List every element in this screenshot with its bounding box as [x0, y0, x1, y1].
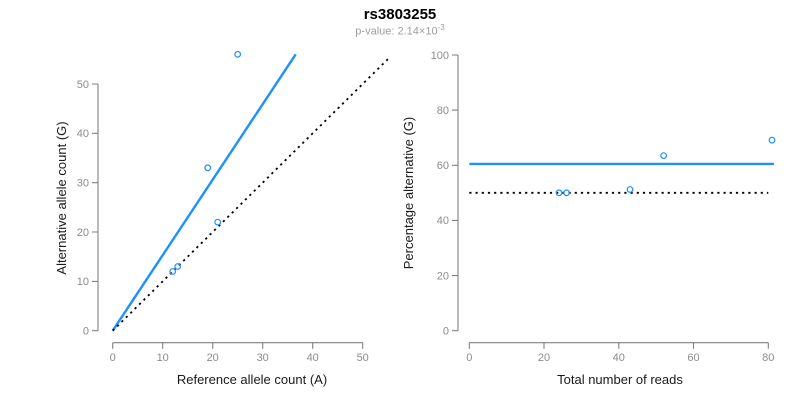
x-tick-label: 20 — [538, 352, 550, 364]
x-tick-label: 20 — [207, 352, 219, 364]
data-point — [174, 263, 182, 270]
data-point — [626, 186, 634, 193]
y-tick-label: 80 — [437, 105, 449, 117]
identity-line — [112, 57, 390, 332]
y-tick-label: 0 — [83, 326, 89, 338]
x-axis — [112, 342, 364, 349]
y-axis — [452, 54, 459, 332]
y-tick-label: 30 — [77, 178, 89, 190]
x-tick-label: 40 — [307, 352, 319, 364]
x-axis-label: Reference allele count (A) — [177, 372, 327, 387]
x-tick-label: 50 — [357, 352, 369, 364]
allele-counts-panel: 0 10 20 30 40 50 0 10 20 30 40 50 Reference allele c… — [54, 50, 390, 387]
x-tick-label: 30 — [257, 352, 269, 364]
y-tick-label: 0 — [443, 326, 449, 338]
y-tick-label: 100 — [431, 50, 449, 62]
x-tick-label: 40 — [613, 352, 625, 364]
data-point — [555, 189, 563, 197]
percentage-vs-reads-panel: 0 20 40 60 80 100 0 20 40 60 80 Total number of rea… — [401, 50, 776, 387]
data-point — [169, 268, 177, 275]
pvalue-subtitle: p-value: 2.14×10-3 — [0, 23, 800, 38]
data-point — [204, 164, 212, 172]
x-tick-label: 80 — [762, 352, 774, 364]
pvalue-exponent: -3 — [437, 23, 445, 32]
x-tick-label: 60 — [687, 352, 699, 364]
regression-line — [111, 53, 297, 332]
data-point — [660, 152, 667, 160]
y-axis-label: Percentage alternative (G) — [401, 117, 416, 269]
y-axis-label: Alternative allele count (G) — [54, 121, 69, 274]
page-title: rs3803255 — [363, 6, 437, 23]
x-axis — [468, 342, 769, 349]
x-tick-label: 0 — [466, 352, 472, 364]
y-tick-label: 20 — [437, 270, 449, 282]
x-tick-label: 10 — [157, 352, 169, 364]
y-tick-label: 40 — [77, 128, 89, 140]
y-tick-label: 50 — [77, 79, 89, 91]
y-axis — [92, 83, 99, 332]
x-axis-label: Total number of reads — [557, 372, 683, 387]
y-tick-label: 40 — [437, 215, 449, 227]
pvalue-text: p-value: 2.14×10 — [355, 25, 438, 38]
data-point — [563, 189, 570, 197]
data-point — [234, 50, 242, 58]
y-tick-label: 10 — [77, 276, 89, 288]
y-tick-label: 20 — [77, 227, 89, 239]
x-tick-label: 0 — [110, 352, 116, 364]
data-point — [214, 218, 222, 226]
data-point — [768, 136, 776, 144]
y-tick-label: 60 — [437, 160, 449, 172]
